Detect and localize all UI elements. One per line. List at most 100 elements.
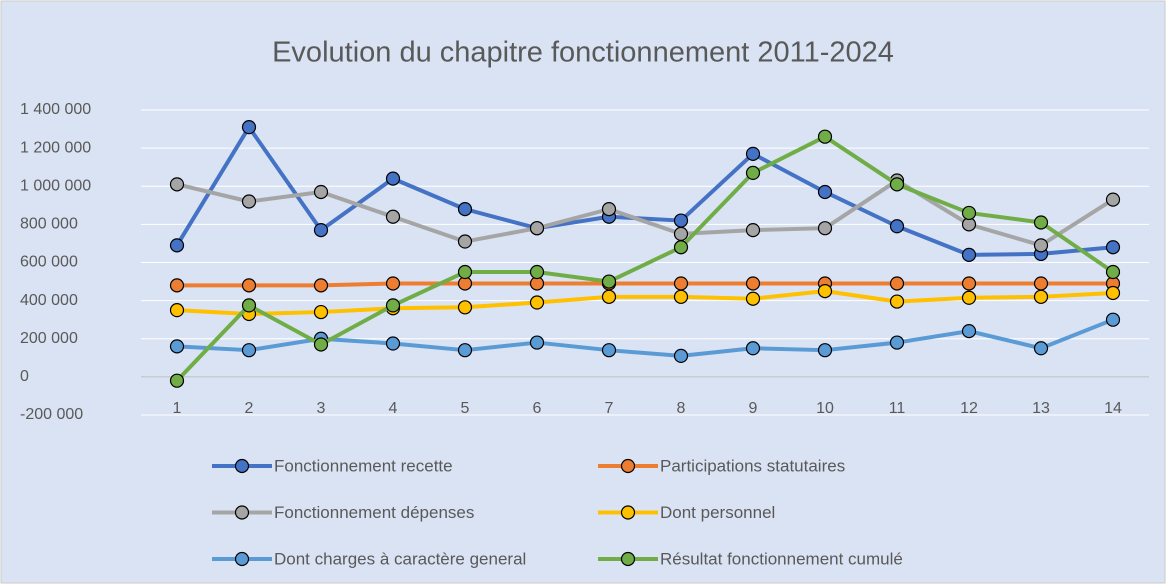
data-point: [457, 202, 473, 217]
x-tick-label: 9: [749, 400, 758, 417]
data-point: [817, 221, 833, 236]
y-tick-label: 200 000: [20, 330, 78, 347]
data-point: [673, 226, 689, 242]
data-point: [457, 264, 473, 280]
data-point: [817, 283, 833, 299]
data-point: [457, 300, 473, 315]
x-tick-label: 6: [533, 400, 542, 417]
data-point: [745, 146, 761, 161]
data-point: [961, 247, 977, 262]
data-point: [1033, 215, 1049, 230]
data-point: [889, 294, 905, 309]
data-point: [961, 290, 977, 305]
data-point: [529, 264, 545, 280]
legend-label: Participations statutaires: [660, 456, 845, 475]
y-tick-label: 1 400 000: [20, 101, 91, 118]
data-point: [817, 184, 833, 200]
x-tick-label: 12: [960, 400, 978, 417]
data-point: [169, 238, 185, 253]
data-point: [673, 276, 689, 291]
data-point: [1105, 312, 1121, 327]
series-line: [177, 281, 1113, 288]
data-point: [457, 343, 473, 358]
legend-marker: [234, 551, 250, 567]
data-point: [457, 234, 473, 249]
x-tick-label: 10: [816, 400, 834, 417]
data-point: [1033, 238, 1049, 253]
y-tick-label: -200 000: [20, 406, 83, 423]
data-point: [1033, 289, 1049, 304]
legend-label: Fonctionnement dépenses: [274, 503, 474, 522]
x-tick-label: 13: [1032, 400, 1050, 417]
data-point: [385, 298, 401, 313]
data-point: [385, 209, 401, 224]
y-tick-label: 800 000: [20, 216, 78, 233]
x-tick-label: 5: [461, 400, 470, 417]
data-point: [313, 304, 329, 320]
series-line: [176, 289, 1114, 316]
series-line: [176, 178, 1115, 248]
legend-label: Fonctionnement recette: [274, 456, 453, 475]
data-point: [817, 343, 833, 358]
data-point: [169, 303, 185, 318]
data-point: [385, 276, 401, 291]
data-point: [1033, 276, 1049, 291]
legend-label: Dont personnel: [660, 503, 775, 522]
chart-title: Evolution du chapitre fonctionnement 201…: [272, 37, 894, 69]
data-point: [313, 278, 329, 293]
data-point: [745, 276, 761, 291]
x-tick-label: 4: [389, 400, 398, 417]
data-point: [241, 343, 257, 358]
data-point: [385, 336, 401, 351]
data-point: [1105, 264, 1121, 280]
data-point: [313, 337, 329, 352]
data-point: [961, 276, 977, 291]
data-point: [169, 177, 185, 192]
legend-label: Dont charges à caractère general: [274, 549, 526, 568]
data-point: [313, 222, 329, 238]
data-point: [169, 278, 185, 293]
data-point: [241, 120, 257, 135]
data-point: [889, 335, 905, 350]
y-tick-label: 400 000: [20, 292, 78, 309]
data-point: [1105, 285, 1121, 301]
data-point: [529, 295, 545, 310]
x-tick-label: 1: [173, 400, 182, 417]
data-point: [313, 184, 329, 200]
data-point: [673, 240, 689, 255]
series-line: [175, 134, 1115, 383]
data-point: [529, 335, 545, 350]
legend-label: Résultat fonctionnement cumulé: [660, 549, 903, 568]
y-tick-label: 1 000 000: [20, 177, 91, 194]
data-point: [889, 177, 905, 192]
y-tick-label: 0: [20, 368, 29, 385]
data-point: [385, 171, 401, 186]
data-point: [961, 324, 977, 339]
data-point: [169, 373, 185, 388]
data-point: [601, 274, 617, 289]
x-tick-label: 7: [605, 400, 614, 417]
x-tick-label: 11: [889, 400, 906, 417]
legend-marker: [234, 505, 250, 520]
data-point: [673, 348, 689, 364]
legend-marker: [234, 458, 250, 474]
data-point: [889, 219, 905, 234]
data-point: [241, 278, 257, 293]
data-point: [529, 221, 545, 236]
data-point: [1105, 240, 1121, 255]
legend-marker: [620, 505, 636, 520]
legend-marker: [620, 551, 636, 567]
data-point: [601, 289, 617, 304]
y-tick-label: 1 200 000: [20, 139, 91, 156]
data-point: [241, 298, 257, 313]
data-point: [601, 202, 617, 217]
data-point: [745, 222, 761, 238]
data-point: [817, 129, 833, 144]
data-point: [889, 276, 905, 291]
data-point: [1033, 341, 1049, 356]
series-line: [175, 125, 1114, 257]
data-point: [673, 289, 689, 304]
data-point: [961, 205, 977, 221]
